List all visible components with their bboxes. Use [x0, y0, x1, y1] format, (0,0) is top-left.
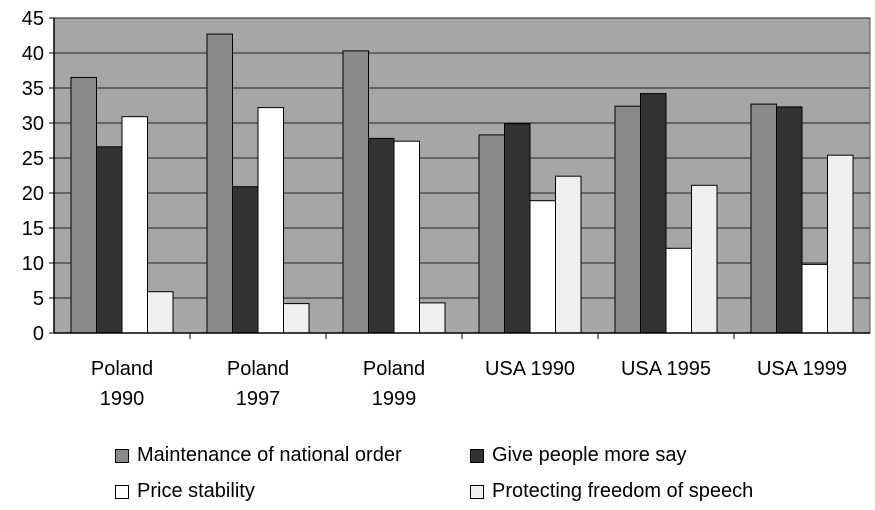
legend-item: Protecting freedom of speech [470, 480, 753, 503]
x-tick-label: 1999 [372, 388, 417, 410]
plot-area [54, 18, 870, 333]
y-tick-label: 30 [22, 113, 44, 135]
bar [394, 141, 420, 333]
legend-swatch [470, 449, 484, 463]
y-tick-label: 25 [22, 148, 44, 170]
bar [258, 108, 284, 333]
legend-label: Maintenance of national order [137, 444, 402, 467]
bar [751, 104, 777, 333]
bar [420, 303, 446, 333]
bar [233, 187, 259, 333]
y-tick-label: 40 [22, 43, 44, 65]
legend-item: Maintenance of national order [115, 444, 402, 467]
bar [97, 147, 123, 333]
x-tick-label: USA 1990 [485, 358, 575, 380]
bar [615, 106, 641, 333]
x-tick-label: 1997 [236, 388, 281, 410]
legend-swatch [115, 485, 129, 499]
bar [641, 94, 667, 333]
bar [284, 304, 310, 333]
legend-item: Give people more say [470, 444, 687, 467]
bar [343, 51, 369, 333]
legend-swatch [470, 485, 484, 499]
bar [148, 292, 174, 333]
y-tick-label: 5 [33, 288, 44, 310]
y-tick-label: 45 [22, 8, 44, 30]
x-tick-label: Poland [363, 358, 425, 380]
bar [122, 117, 148, 333]
bar [369, 138, 395, 333]
y-tick-label: 20 [22, 183, 44, 205]
bar [505, 124, 531, 333]
legend-label: Price stability [137, 480, 255, 503]
y-tick-label: 35 [22, 78, 44, 100]
x-tick-label: USA 1999 [757, 358, 847, 380]
bar [666, 248, 692, 333]
bar [802, 264, 828, 333]
y-tick-label: 0 [33, 323, 44, 345]
bar [207, 34, 233, 333]
bar [71, 78, 97, 334]
bar [556, 176, 582, 333]
legend-item: Price stability [115, 480, 255, 503]
legend-label: Give people more say [492, 444, 687, 467]
legend: Maintenance of national order Give peopl… [115, 440, 835, 510]
y-tick-label: 10 [22, 253, 44, 275]
x-tick-label: USA 1995 [621, 358, 711, 380]
bar [828, 155, 854, 333]
bar [777, 107, 803, 333]
x-tick-label: Poland [227, 358, 289, 380]
x-tick-label: Poland [91, 358, 153, 380]
legend-label: Protecting freedom of speech [492, 480, 753, 503]
x-axis-ticks: Poland 1990 Poland 1997 Poland 1999 USA 1990 US… [91, 333, 847, 410]
y-axis-ticks: 0 5 10 15 20 25 30 35 40 45 [22, 8, 54, 345]
bar [479, 135, 505, 333]
y-tick-label: 15 [22, 218, 44, 240]
x-tick-label: 1990 [100, 388, 145, 410]
bar [692, 185, 718, 333]
bar [530, 201, 556, 333]
legend-swatch [115, 449, 129, 463]
